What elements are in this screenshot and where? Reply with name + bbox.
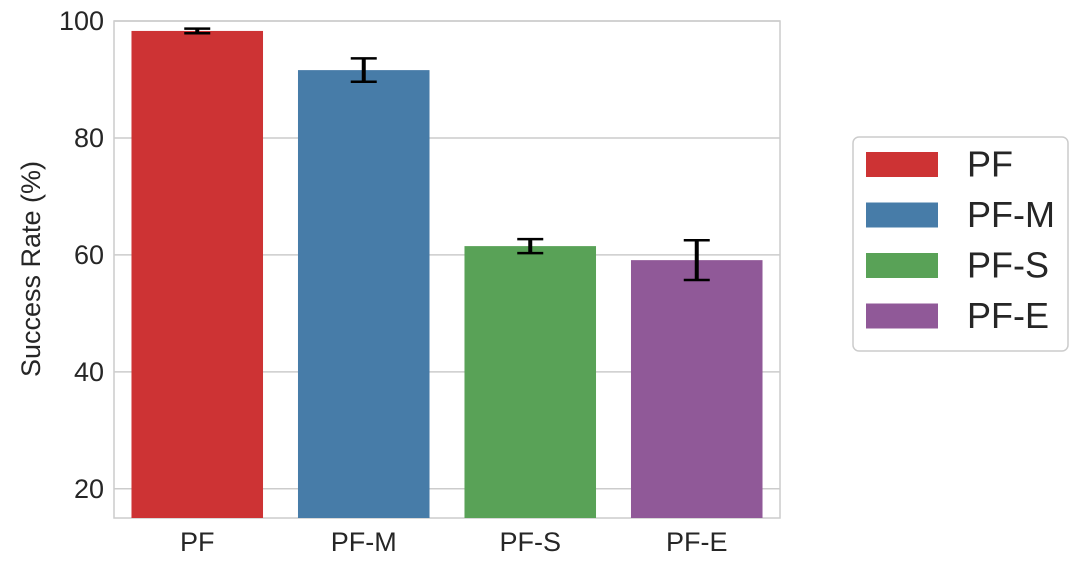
- legend-swatch: [866, 253, 938, 278]
- bar: [297, 70, 430, 518]
- x-axis-ticks: PF PF-M PF-S PF-E: [180, 527, 728, 557]
- x-tick-label: PF-M: [331, 527, 397, 557]
- plot-area: [113, 20, 781, 519]
- error-bars: [184, 27, 710, 282]
- y-tick-label: 20: [74, 474, 104, 504]
- legend-swatch: [866, 152, 938, 177]
- legend: PF PF-M PF-S PF-E: [852, 136, 1069, 352]
- x-tick-label: PF-E: [666, 527, 728, 557]
- legend-label: PF: [967, 144, 1013, 185]
- y-tick-label: 80: [74, 123, 104, 153]
- x-tick-label: PF-S: [499, 527, 561, 557]
- bar: [131, 30, 264, 518]
- legend-label: PF-E: [967, 295, 1049, 336]
- y-axis-label: Success Rate (%): [16, 161, 46, 377]
- y-tick-label: 40: [74, 357, 104, 387]
- bar: [464, 246, 597, 519]
- bars: [131, 30, 763, 519]
- y-axis-ticks: 20 40 60 80 100: [59, 6, 104, 504]
- y-tick-label: 60: [74, 240, 104, 270]
- legend-swatch: [866, 202, 938, 228]
- legend-label: PF-M: [967, 194, 1055, 235]
- legend-label: PF-S: [967, 245, 1049, 286]
- legend-swatch: [866, 303, 938, 329]
- legend-frame: [852, 136, 1069, 352]
- x-tick-label: PF: [180, 527, 215, 557]
- bar: [630, 260, 763, 518]
- y-tick-label: 100: [59, 6, 104, 36]
